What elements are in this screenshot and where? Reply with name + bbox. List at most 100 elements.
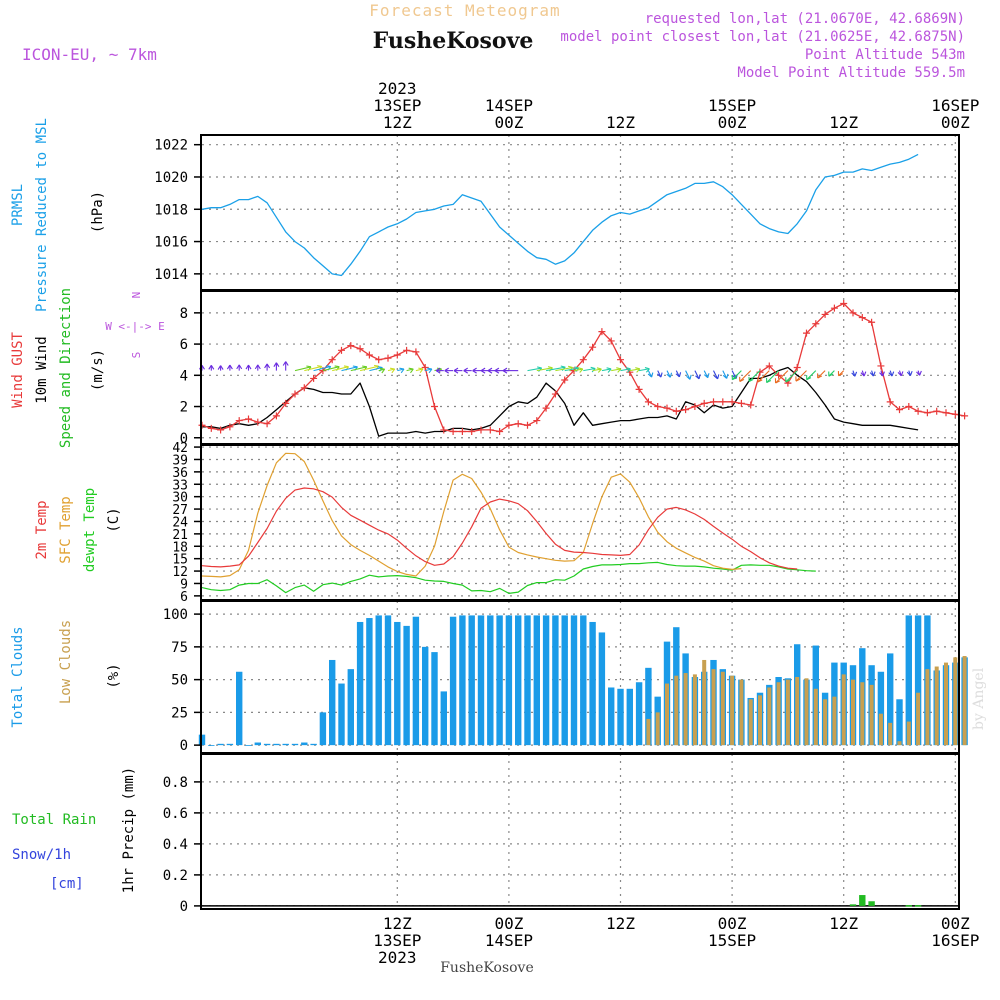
footer-location: FusheKosove — [440, 960, 534, 976]
total-cloud-bar — [282, 743, 289, 746]
gust-marker — [486, 426, 494, 434]
wind-direction-arrow — [739, 370, 752, 382]
total-cloud-bar — [645, 667, 652, 746]
total-cloud-bar — [635, 682, 643, 746]
total-cloud-bar — [896, 699, 903, 746]
wind-direction-arrow — [694, 370, 700, 380]
total-cloud-bar — [617, 688, 624, 746]
wind-direction-arrow — [766, 370, 779, 383]
low-cloud-bar — [720, 671, 725, 746]
wind-arrow-head — [785, 377, 791, 383]
gust-marker — [551, 390, 559, 398]
total-cloud-bar — [552, 615, 559, 746]
wind-panel: 0 2 4 6 8 Wind GUST 10m Wind Speed and Direc… — [10, 288, 969, 448]
total-cloud-bar — [273, 743, 280, 746]
y-tick-label: 0 — [180, 738, 188, 754]
pressure-label: Pressure Reduced to MSL — [34, 118, 50, 312]
gust-marker — [505, 421, 513, 429]
wind-arrow-head — [487, 367, 493, 374]
wind-arrow-head — [444, 367, 449, 374]
total-rain-label: Total Rain — [12, 812, 96, 828]
gust-marker — [542, 404, 550, 412]
wind-arrow-head — [906, 370, 913, 376]
gust-marker — [886, 398, 894, 406]
gust-marker — [403, 346, 411, 354]
gust-marker — [719, 398, 727, 406]
total-cloud-bar — [589, 621, 596, 746]
wind-direction-arrow — [573, 368, 583, 372]
low-clouds-label: Low Clouds — [58, 620, 74, 704]
y-tick-label: 18 — [172, 540, 188, 555]
wind-arrow-head — [480, 367, 486, 374]
y-tick-label: 42 — [172, 441, 188, 456]
gust-marker — [821, 310, 829, 318]
gust-marker — [440, 426, 448, 434]
wind-direction-arrow — [629, 368, 640, 372]
point-altitude: Point Altitude 543m — [805, 47, 965, 63]
y-tick-label: 1018 — [154, 202, 188, 218]
total-cloud-bar — [515, 615, 522, 746]
wind-direction-arrow — [313, 365, 331, 372]
clouds-unit: (%) — [106, 663, 122, 688]
total-cloud-bar — [887, 653, 894, 746]
model-label: ICON-EU, ~ 7km — [22, 45, 157, 64]
gust-marker — [756, 368, 764, 376]
wind-arrow-head — [837, 371, 844, 377]
temp-2m-label: 2m Temp — [34, 500, 50, 559]
gust-marker — [923, 409, 931, 417]
gust-marker — [496, 428, 504, 436]
y-tick-label: 39 — [172, 453, 188, 468]
total-cloud-bar — [338, 683, 345, 746]
gust-marker — [365, 351, 373, 359]
gust-marker — [710, 398, 717, 406]
y-tick-label: 6 — [180, 337, 188, 353]
wind-arrow-head — [657, 372, 663, 378]
gust-marker — [207, 424, 215, 432]
wind-direction-arrow — [639, 368, 650, 372]
wind-direction-arrow — [555, 366, 573, 372]
total-cloud-bar — [580, 615, 587, 746]
wind-arrow-head — [713, 374, 720, 380]
low-cloud-bar — [916, 692, 921, 746]
gust-marker — [617, 356, 624, 364]
total-cloud-bar — [431, 652, 438, 746]
low-cloud-bar — [674, 675, 679, 746]
y-tick-label: 33 — [172, 478, 188, 493]
wind-arrow-head — [739, 376, 745, 383]
gust-marker — [533, 417, 541, 425]
dewpoint-line — [201, 561, 816, 595]
wind-arrow-head — [264, 363, 271, 369]
y-tick-label: 0.8 — [163, 775, 188, 791]
wind-arrow-head — [851, 371, 858, 377]
low-cloud-bar — [925, 669, 930, 746]
total-cloud-bar — [366, 618, 373, 746]
low-cloud-bar — [683, 673, 688, 746]
total-cloud-bar — [533, 615, 540, 746]
wind-arrow-head — [757, 377, 763, 383]
time-axis-label: 00Z — [494, 914, 523, 933]
y-tick-label: 75 — [171, 640, 188, 656]
low-cloud-bar — [823, 699, 828, 746]
wind-arrow-head — [869, 371, 876, 377]
model-point-altitude: Model Point Altitude 559.5m — [737, 65, 965, 81]
gust-marker — [477, 426, 485, 434]
time-axis-label: 12Z — [829, 113, 858, 132]
wind-arrow-head — [379, 367, 386, 374]
total-cloud-bar — [440, 691, 447, 746]
wind-arrow-head — [695, 374, 701, 380]
time-axis-label: 16SEP — [931, 96, 979, 115]
gust-marker — [747, 401, 755, 409]
wind-direction-arrow — [350, 366, 367, 372]
y-tick-label: 0.2 — [163, 868, 188, 884]
low-cloud-bar — [962, 656, 967, 746]
y-tick-label: 4 — [180, 368, 188, 384]
total-cloud-bar — [561, 615, 568, 746]
gust-marker — [672, 407, 680, 415]
y-tick-label: 30 — [172, 491, 188, 506]
rain-bar — [859, 895, 866, 906]
wind-direction-arrow — [546, 366, 566, 372]
wind-direction-arrow — [536, 367, 553, 372]
wind-direction-arrow — [592, 368, 602, 372]
wind-arrow-head — [463, 367, 468, 374]
